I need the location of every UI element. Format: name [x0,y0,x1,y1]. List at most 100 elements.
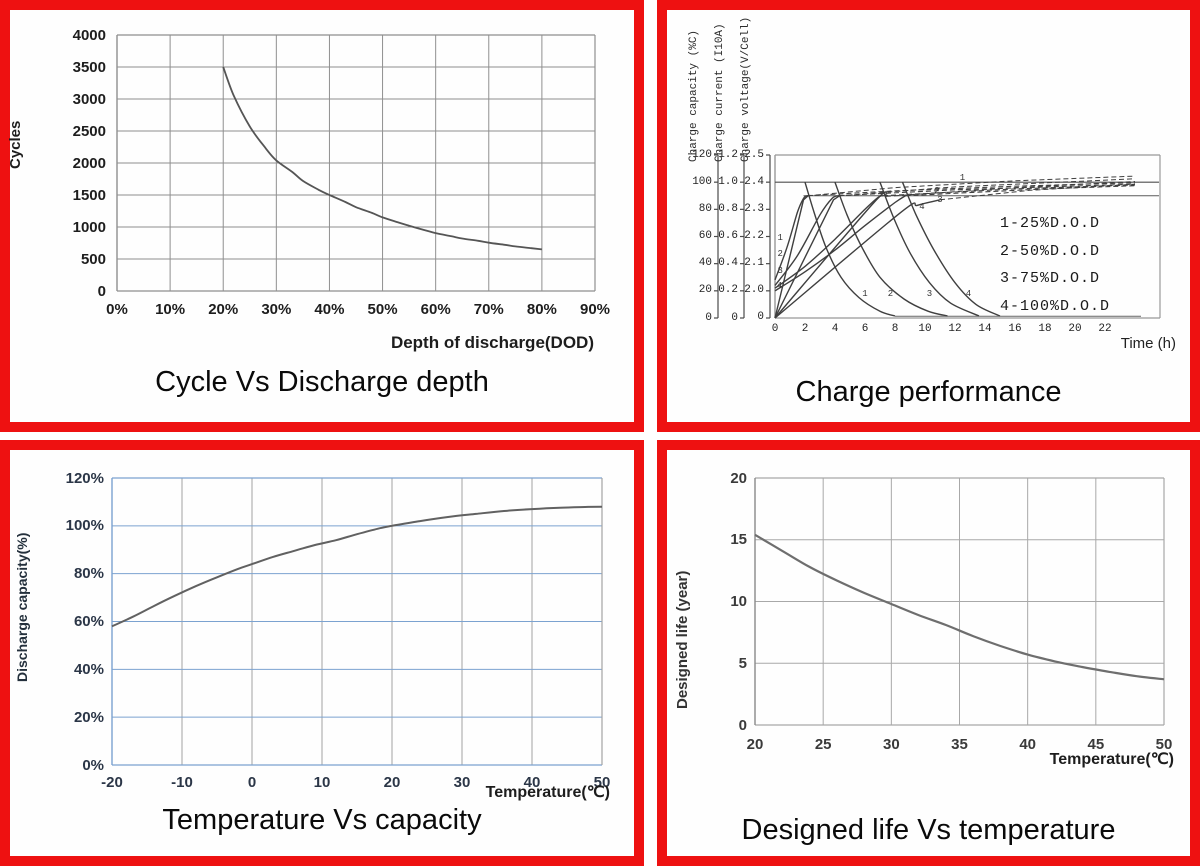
y-tick-label: 2.2 [744,229,764,242]
y-tick-label: 40 [698,257,712,270]
x-tick-label: 40 [523,774,541,791]
y-tick-label: 0 [738,716,747,734]
y-tick-label: 2.0 [744,284,764,297]
y-tick-label: 0.8 [718,202,738,215]
panel-cycle-vs-discharge-depth: 0% 10% 20% 30% 40% 50% 60% 70% 80% 90% 4000 3500 300… [0,0,644,432]
x-tick-label: 25 [814,736,832,753]
y-tick-label: 0 [705,311,712,324]
x-tick-label: 30 [453,774,471,791]
legend-item: 4-100%D.O.D [1000,297,1111,315]
y-tick-label: 10 [730,593,747,610]
y-tick-label: 2500 [72,122,106,140]
series-capacity-1 [774,195,809,319]
y-tick-label: 20 [730,469,747,487]
x-tick-label: 90% [579,301,611,318]
x-axis-title-temperature: Temperature(℃) [485,784,610,801]
x-tick-label: 40 [1019,736,1036,753]
panel-designed-life-vs-temperature: 20 25 30 35 40 45 50 20 15 10 5 0 Designed life (ye… [657,440,1200,866]
y-tick-label: 1.0 [718,175,738,188]
x-axis-title-time: Time (h) [1120,335,1176,352]
series-capacity-4 [774,199,941,319]
y-tick-label: 5 [738,654,747,672]
x-tick-label: 16 [1008,323,1022,335]
y-tick-label: 2.1 [744,257,764,270]
cycles-vs-dod-chart [116,34,596,292]
x-axis-title-dod: Depth of discharge(DOD) [390,333,594,352]
y-tick-label: 500 [80,250,106,268]
y-tick-label: 2.5 [744,148,764,161]
series-voltage-2 [774,195,839,286]
y-axis-title-charge-capacity: Charge capacity (%C) [688,29,700,162]
y-tick-label: 1500 [72,186,106,204]
series-capacity-4-taper [939,183,1136,201]
x-tick-label: 60% [420,301,451,318]
series-cycles-vs-dod [222,66,542,251]
panel-temperature-vs-capacity: -20 -10 0 10 20 30 40 50 120% 100% 80% 60% 40% 20% 0% … [0,440,644,866]
x-tick-label: 35 [951,736,968,753]
x-tick-label: 80% [526,301,557,318]
series-current-2 [834,181,948,317]
y-tick-label: 0.4 [718,257,738,270]
legend-item: 3-75%D.O.D [1000,270,1101,287]
curve-number-label: 1 [777,233,783,244]
y-tick-label: 3000 [72,90,106,108]
y-tick-label: 80% [73,565,104,583]
x-tick-label: 30 [882,736,900,753]
series-life-vs-temp [754,533,1165,681]
y-tick-label: 2.3 [744,202,764,215]
x-tick-label: 0% [106,301,128,318]
y-tick-label: 20% [73,708,104,726]
y-tick-label: 4000 [72,26,106,44]
y-axis-title-discharge-capacity: Discharge capacity(%) [14,532,30,682]
x-tick-label: 10 [918,323,932,335]
x-tick-label: 6 [861,323,869,335]
y-axis-title-charge-current: Charge current (I10A) [714,23,726,162]
x-tick-label: 8 [891,323,899,335]
charge-performance-chart [714,154,1161,319]
y-axis-title-designed-life: Designed life (year) [674,570,691,709]
y-tick-label: 120% [65,469,104,487]
series-voltage-1 [774,195,807,281]
series-voltage-4-cv [905,185,1136,197]
x-tick-label: 50 [593,774,611,791]
curve-number-label: 4 [919,201,925,212]
series-voltage-4 [774,195,906,292]
x-tick-label: 18 [1038,323,1052,335]
y-tick-label: 0.2 [718,284,738,297]
x-tick-label: 40% [314,301,345,318]
x-tick-label: 12 [948,323,962,335]
y-axis-title-cycles: Cycles [7,120,24,169]
curve-number-label: 4 [965,288,972,299]
y-tick-label: 2.4 [744,175,764,188]
y-axis-title-charge-voltage: Charge voltage(V/Cell) [740,16,752,162]
x-tick-label: 20 [383,774,401,791]
y-tick-label: 80 [698,202,712,215]
y-tick-label: 40% [73,660,104,678]
curve-number-label: 3 [926,288,933,299]
y-tick-label: 120 [692,148,712,161]
x-tick-label: 50% [367,301,398,318]
curve-number-label: 2 [777,249,783,260]
curve-number-label: 4 [776,280,783,291]
y-tick-label: 15 [730,531,747,549]
series-voltage-1-cv [806,182,1136,197]
x-tick-label: 0 [771,323,779,335]
series-current-4 [901,181,1001,317]
chart-title-charge-performance: Charge performance [795,376,1062,408]
y-tick-label: 60 [698,230,712,242]
x-tick-label: 2 [801,323,809,335]
y-tick-label: 1.2 [718,148,738,161]
x-tick-label: 45 [1087,736,1105,753]
x-tick-label: 50 [1155,736,1173,753]
x-tick-label: 70% [473,301,504,318]
x-tick-label: 4 [831,323,839,335]
series-capacity-2 [774,195,840,319]
series-capacity-3 [774,191,887,319]
y-tick-label: 20 [698,284,712,297]
series-current-3 [879,181,980,317]
y-tick-label: 60% [73,613,104,630]
x-tick-label: 20 [746,736,764,753]
y-tick-label: 0 [731,311,738,324]
x-tick-label: 20 [1068,323,1082,335]
series-capacity-2-taper [839,178,1136,197]
